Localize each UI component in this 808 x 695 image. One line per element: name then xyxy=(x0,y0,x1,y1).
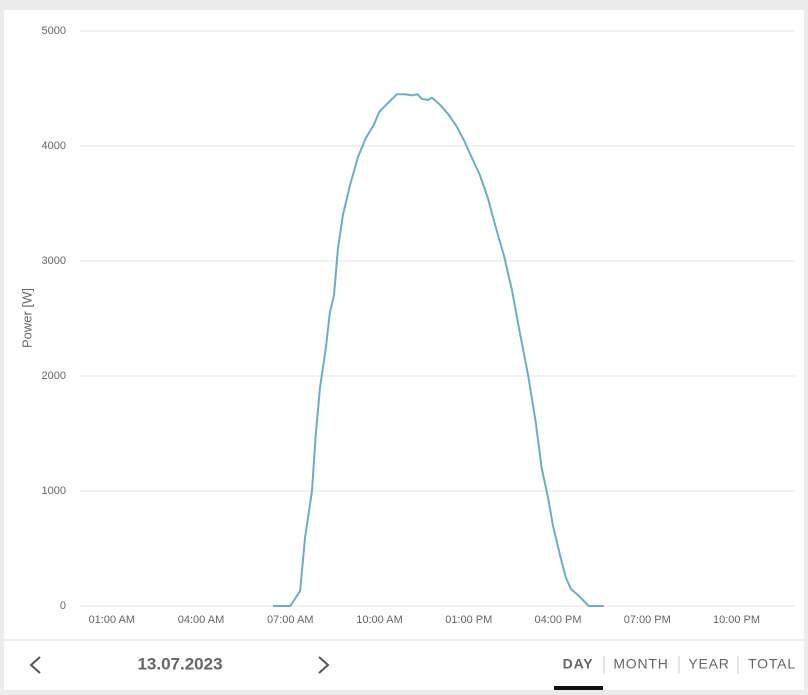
y-tick-label: 4000 xyxy=(42,140,66,152)
x-tick-label: 10:00 AM xyxy=(356,614,402,626)
y-tick-label: 0 xyxy=(60,600,66,612)
x-tick-label: 04:00 AM xyxy=(178,614,224,626)
x-tick-label: 07:00 PM xyxy=(624,614,671,626)
y-tick-label: 2000 xyxy=(42,370,66,382)
x-tick-label: 04:00 PM xyxy=(534,614,581,626)
date-label[interactable]: 13.07.2023 xyxy=(137,654,222,673)
prev-button[interactable] xyxy=(29,656,41,674)
line-series xyxy=(273,93,604,607)
tab[interactable]: YEAR xyxy=(688,656,729,672)
tab[interactable]: TOTAL xyxy=(748,656,796,672)
panel xyxy=(4,10,804,690)
x-tick-label: 07:00 AM xyxy=(267,614,313,626)
next-button[interactable] xyxy=(318,656,330,674)
x-tick-label: 01:00 PM xyxy=(445,614,492,626)
active-tab-indicator xyxy=(554,686,603,690)
tab[interactable]: DAY xyxy=(563,656,594,672)
y-tick-label: 5000 xyxy=(42,25,66,37)
tab[interactable]: MONTH xyxy=(613,656,668,672)
x-tick-label: 10:00 PM xyxy=(713,614,760,626)
y-axis-label: Power [W] xyxy=(19,288,34,348)
y-tick-label: 3000 xyxy=(42,255,66,267)
x-tick-label: 01:00 AM xyxy=(89,614,135,626)
y-tick-label: 1000 xyxy=(42,485,66,497)
